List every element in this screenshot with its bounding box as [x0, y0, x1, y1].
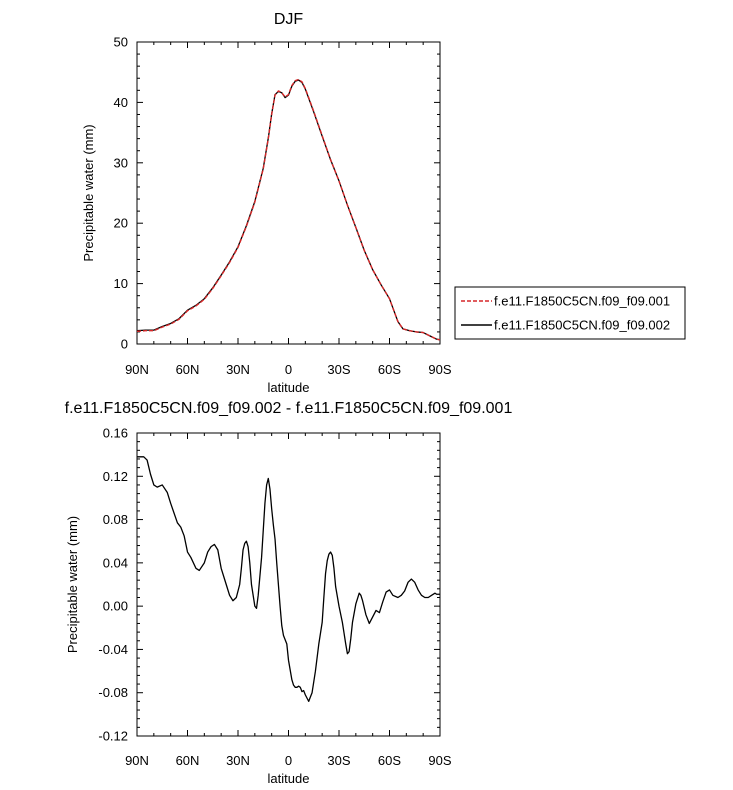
chart-title: f.e11.F1850C5CN.f09_f09.002 - f.e11.F185…: [65, 400, 513, 417]
y-tick-label: 0.00: [103, 599, 128, 614]
legend-label-1: f.e11.F1850C5CN.f09_f09.001: [494, 294, 670, 309]
x-tick-label-90n: 90N: [125, 362, 149, 377]
y-tick-label: 0.04: [103, 555, 128, 570]
x-tick-label-60s: 60S: [378, 362, 401, 377]
y-tick-label: 40: [114, 95, 128, 110]
y-tick-label: 0.12: [103, 469, 128, 484]
y-axis-label: Precipitable water (mm): [65, 516, 80, 653]
y-tick-label: -0.12: [98, 729, 128, 744]
x-tick-label-90s: 90S: [428, 753, 451, 768]
y-tick-label: 0.16: [103, 426, 128, 441]
x-tick-label-60n: 60N: [176, 362, 200, 377]
x-axis-label: latitude: [268, 380, 310, 395]
plot-frame: [136, 41, 441, 345]
x-tick-label-0: 0: [285, 362, 292, 377]
y-tick-label: -0.08: [98, 685, 128, 700]
y-tick-label: 0: [121, 337, 128, 352]
x-tick-label-60n: 60N: [176, 753, 200, 768]
legend-box: [454, 286, 686, 340]
legend-label-2: f.e11.F1850C5CN.f09_f09.002: [494, 318, 670, 333]
x-tick-label-30s: 30S: [327, 362, 350, 377]
x-axis-label: latitude: [268, 771, 310, 786]
chart-title: DJF: [274, 11, 304, 28]
x-tick-label-0: 0: [285, 753, 292, 768]
x-tick-label-90s: 90S: [428, 362, 451, 377]
y-tick-label: 10: [114, 276, 128, 291]
x-tick-label-90n: 90N: [125, 753, 149, 768]
plot-frame: [136, 432, 441, 737]
x-tick-label-60s: 60S: [378, 753, 401, 768]
y-tick-label: 0.08: [103, 512, 128, 527]
series-line-f-e11-f1850c5cn-f09-f09-001: [136, 78, 441, 341]
x-tick-label-30n: 30N: [226, 362, 250, 377]
x-tick-label-30s: 30S: [327, 753, 350, 768]
x-tick-label-30n: 30N: [226, 753, 250, 768]
series-line-f-e11-f1850c5cn-f09-f09-002: [136, 79, 441, 341]
y-tick-label: 20: [114, 216, 128, 231]
y-tick-label: 50: [114, 35, 128, 50]
chart-panel-1: DJF 90N 60N 30N 0 30S 60S 90S 0 10 20 30 40 50 latitud…: [81, 11, 686, 395]
y-tick-label: 30: [114, 155, 128, 170]
y-axis-label: Precipitable water (mm): [81, 124, 96, 261]
chart-panel-2: f.e11.F1850C5CN.f09_f09.002 - f.e11.F185…: [65, 400, 513, 786]
legend: f.e11.F1850C5CN.f09_f09.001 f.e11.F1850C5…: [454, 286, 686, 340]
series-line-difference: [137, 456, 440, 703]
y-tick-label: -0.04: [98, 642, 128, 657]
